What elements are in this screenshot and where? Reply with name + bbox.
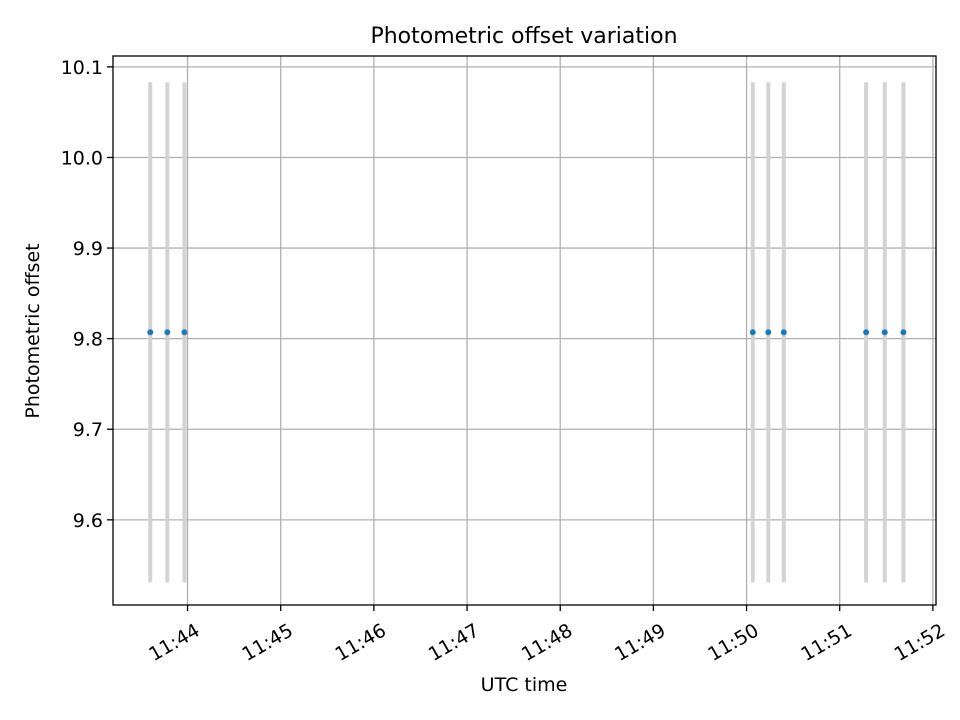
y-axis-label: Photometric offset (22, 243, 44, 418)
data-point (765, 329, 772, 336)
data-point (147, 329, 154, 336)
y-tick-label: 10.1 (61, 57, 103, 79)
data-point (749, 329, 756, 336)
data-points (147, 329, 907, 336)
data-point (164, 329, 171, 336)
grid (113, 56, 936, 605)
data-point (863, 329, 870, 336)
data-point (181, 329, 188, 336)
y-tick-label: 9.8 (73, 329, 103, 351)
chart-title: Photometric offset variation (370, 24, 677, 49)
y-tick-label: 10.0 (61, 147, 103, 169)
data-point (780, 329, 787, 336)
y-axis-ticks: 9.6 9.7 9.8 9.9 10.0 10.1 (61, 57, 113, 532)
y-tick-label: 9.9 (73, 238, 103, 260)
x-axis-label: UTC time (481, 674, 568, 696)
plot-area-frame (112, 55, 937, 606)
data-point (900, 329, 907, 336)
y-tick-label: 9.6 (73, 510, 103, 532)
data-point (881, 329, 888, 336)
y-tick-label: 9.7 (73, 419, 103, 441)
